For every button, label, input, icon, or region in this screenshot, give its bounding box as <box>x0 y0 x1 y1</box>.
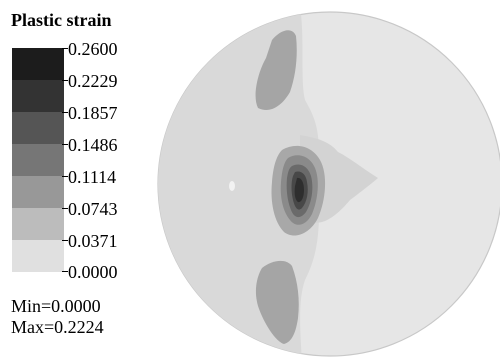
legend-swatch-4 <box>12 144 64 176</box>
contour-band-lower-lobe <box>255 260 299 344</box>
legend-label-0: 0.2600 <box>68 39 118 59</box>
legend-tick-4 <box>62 176 68 177</box>
legend-swatch-7 <box>12 240 64 272</box>
legend-title: Plastic strain <box>11 10 112 30</box>
legend-label-2: 0.1857 <box>68 103 118 123</box>
legend-tick-7 <box>62 271 68 272</box>
max-value: Max=0.2224 <box>11 317 104 337</box>
legend-swatch-5 <box>12 176 64 208</box>
legend-tick-5 <box>62 208 68 209</box>
legend-swatch-6 <box>12 208 64 240</box>
min-value: Min=0.0000 <box>11 296 101 316</box>
legend-tick-0 <box>62 48 68 49</box>
legend-tick-6 <box>62 240 68 241</box>
legend-label-7: 0.0000 <box>68 262 118 282</box>
legend-swatch-2 <box>12 80 64 112</box>
legend-tick-3 <box>62 144 68 145</box>
legend-label-3: 0.1486 <box>68 135 118 155</box>
color-legend-bar <box>12 48 64 272</box>
legend-tick-2 <box>62 112 68 113</box>
legend-label-4: 0.1114 <box>68 167 117 187</box>
legend-label-5: 0.0743 <box>68 199 118 219</box>
legend-label-6: 0.0371 <box>68 231 118 251</box>
contour-band-upper-lobe <box>255 30 297 111</box>
legend-label-1: 0.2229 <box>68 71 118 91</box>
contour-band-center-5 <box>294 177 304 203</box>
legend-swatch-1 <box>12 48 64 80</box>
contour-spot-1 <box>229 181 235 191</box>
legend-swatch-3 <box>12 112 64 144</box>
legend-tick-1 <box>62 80 68 81</box>
